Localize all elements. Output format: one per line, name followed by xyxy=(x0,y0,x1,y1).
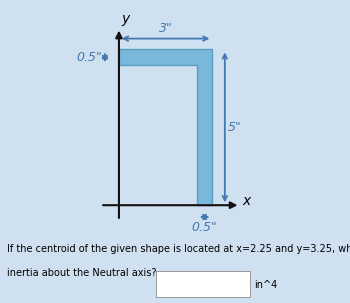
Text: If the centroid of the given shape is located at x=2.25 and y=3.25, what is the : If the centroid of the given shape is lo… xyxy=(7,244,350,254)
Polygon shape xyxy=(119,49,212,205)
Text: y: y xyxy=(121,12,130,26)
Text: in^4: in^4 xyxy=(254,280,277,290)
Text: 0.5": 0.5" xyxy=(192,221,217,234)
Text: 0.5": 0.5" xyxy=(77,51,103,64)
Text: 5": 5" xyxy=(228,121,242,134)
Text: 3": 3" xyxy=(159,22,173,35)
Text: x: x xyxy=(242,195,250,208)
Text: inertia about the Neutral axis?: inertia about the Neutral axis? xyxy=(7,268,156,278)
